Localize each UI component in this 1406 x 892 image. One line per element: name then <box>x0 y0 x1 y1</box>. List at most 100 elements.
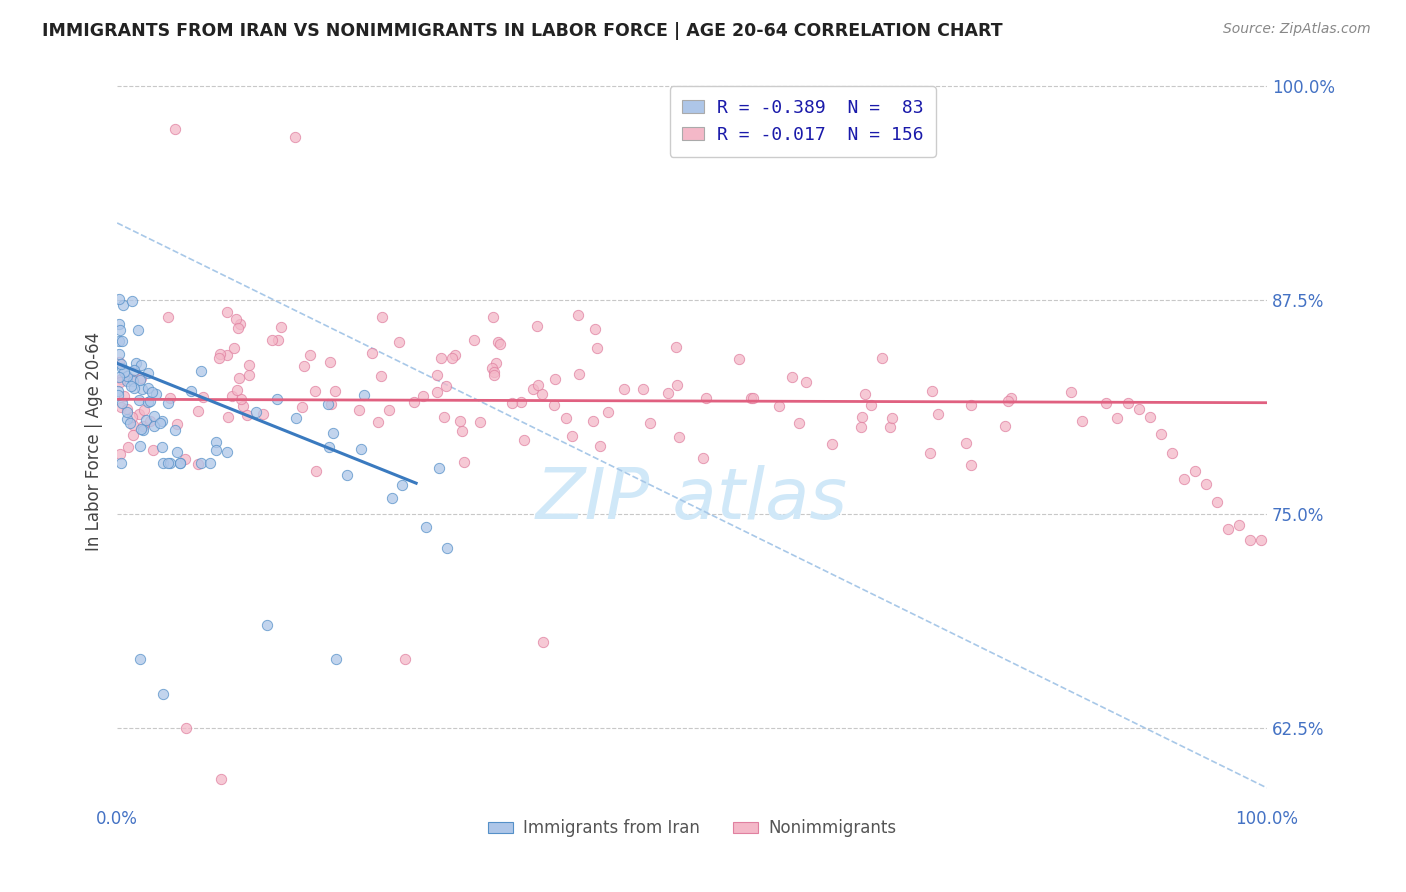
Point <box>1116 395 1139 409</box>
Point <box>544 372 567 386</box>
Point <box>1059 384 1081 399</box>
Point <box>449 414 471 428</box>
Point <box>319 397 342 411</box>
Point <box>150 414 173 428</box>
Point <box>381 491 404 505</box>
Point <box>190 364 212 378</box>
Point <box>394 652 416 666</box>
Point <box>960 398 983 412</box>
Point <box>117 374 139 388</box>
Point <box>120 379 142 393</box>
Point <box>108 334 131 349</box>
Point <box>112 298 135 312</box>
Point <box>115 405 138 419</box>
Point <box>200 456 222 470</box>
Point <box>284 130 307 145</box>
Point <box>238 368 260 383</box>
Point <box>589 439 612 453</box>
Point <box>285 410 308 425</box>
Point <box>141 385 163 400</box>
Point <box>238 358 260 372</box>
Point <box>166 445 188 459</box>
Point <box>1105 410 1128 425</box>
Point <box>353 387 375 401</box>
Point <box>336 468 359 483</box>
Text: IMMIGRANTS FROM IRAN VS NONIMMIGRANTS IN LABOR FORCE | AGE 20-64 CORRELATION CHA: IMMIGRANTS FROM IRAN VS NONIMMIGRANTS IN… <box>42 22 1002 40</box>
Point <box>217 304 239 318</box>
Point <box>267 333 290 347</box>
Point <box>142 443 165 458</box>
Point <box>527 377 550 392</box>
Point <box>136 394 159 409</box>
Point <box>221 389 243 403</box>
Point <box>322 426 344 441</box>
Point <box>121 409 143 424</box>
Point <box>1095 395 1118 409</box>
Point <box>561 429 583 443</box>
Point <box>412 389 434 403</box>
Point <box>509 395 531 409</box>
Point <box>1070 414 1092 428</box>
Point <box>128 407 150 421</box>
Point <box>1161 446 1184 460</box>
Point <box>222 341 245 355</box>
Point <box>128 392 150 407</box>
Point <box>187 403 209 417</box>
Point <box>127 323 149 337</box>
Point <box>125 356 148 370</box>
Point <box>692 451 714 466</box>
Point <box>585 342 607 356</box>
Point <box>107 387 129 401</box>
Point <box>522 382 544 396</box>
Point <box>960 458 983 472</box>
Point <box>115 412 138 426</box>
Point <box>108 323 131 337</box>
Point <box>122 363 145 377</box>
Point <box>880 411 903 425</box>
Point <box>468 415 491 429</box>
Point <box>787 416 810 430</box>
Point <box>318 355 340 369</box>
Point <box>129 371 152 385</box>
Point <box>304 384 326 399</box>
Point <box>794 375 817 389</box>
Point <box>531 387 554 401</box>
Point <box>226 384 249 398</box>
Point <box>110 372 132 386</box>
Point <box>122 380 145 394</box>
Point <box>443 348 465 362</box>
Point <box>266 392 288 406</box>
Point <box>1205 495 1227 509</box>
Point <box>131 359 153 373</box>
Point <box>108 292 131 306</box>
Point <box>994 418 1017 433</box>
Point <box>117 440 139 454</box>
Point <box>108 347 131 361</box>
Point <box>108 355 131 369</box>
Point <box>159 391 181 405</box>
Point <box>463 333 485 347</box>
Point <box>298 348 321 362</box>
Point <box>132 423 155 437</box>
Point <box>111 395 134 409</box>
Point <box>245 405 267 419</box>
Point <box>152 456 174 470</box>
Text: ZIP atlas: ZIP atlas <box>536 465 848 534</box>
Point <box>427 461 450 475</box>
Point <box>129 422 152 436</box>
Point <box>728 351 751 366</box>
Point <box>768 400 790 414</box>
Point <box>666 378 689 392</box>
Point <box>180 384 202 398</box>
Point <box>1000 391 1022 405</box>
Point <box>205 443 228 458</box>
Point <box>638 416 661 430</box>
Point <box>582 414 605 428</box>
Point <box>1139 409 1161 424</box>
Point <box>879 420 901 434</box>
Y-axis label: In Labor Force | Age 20-64: In Labor Force | Age 20-64 <box>86 332 103 550</box>
Point <box>583 322 606 336</box>
Point <box>110 358 132 372</box>
Point <box>482 368 505 383</box>
Point <box>501 396 523 410</box>
